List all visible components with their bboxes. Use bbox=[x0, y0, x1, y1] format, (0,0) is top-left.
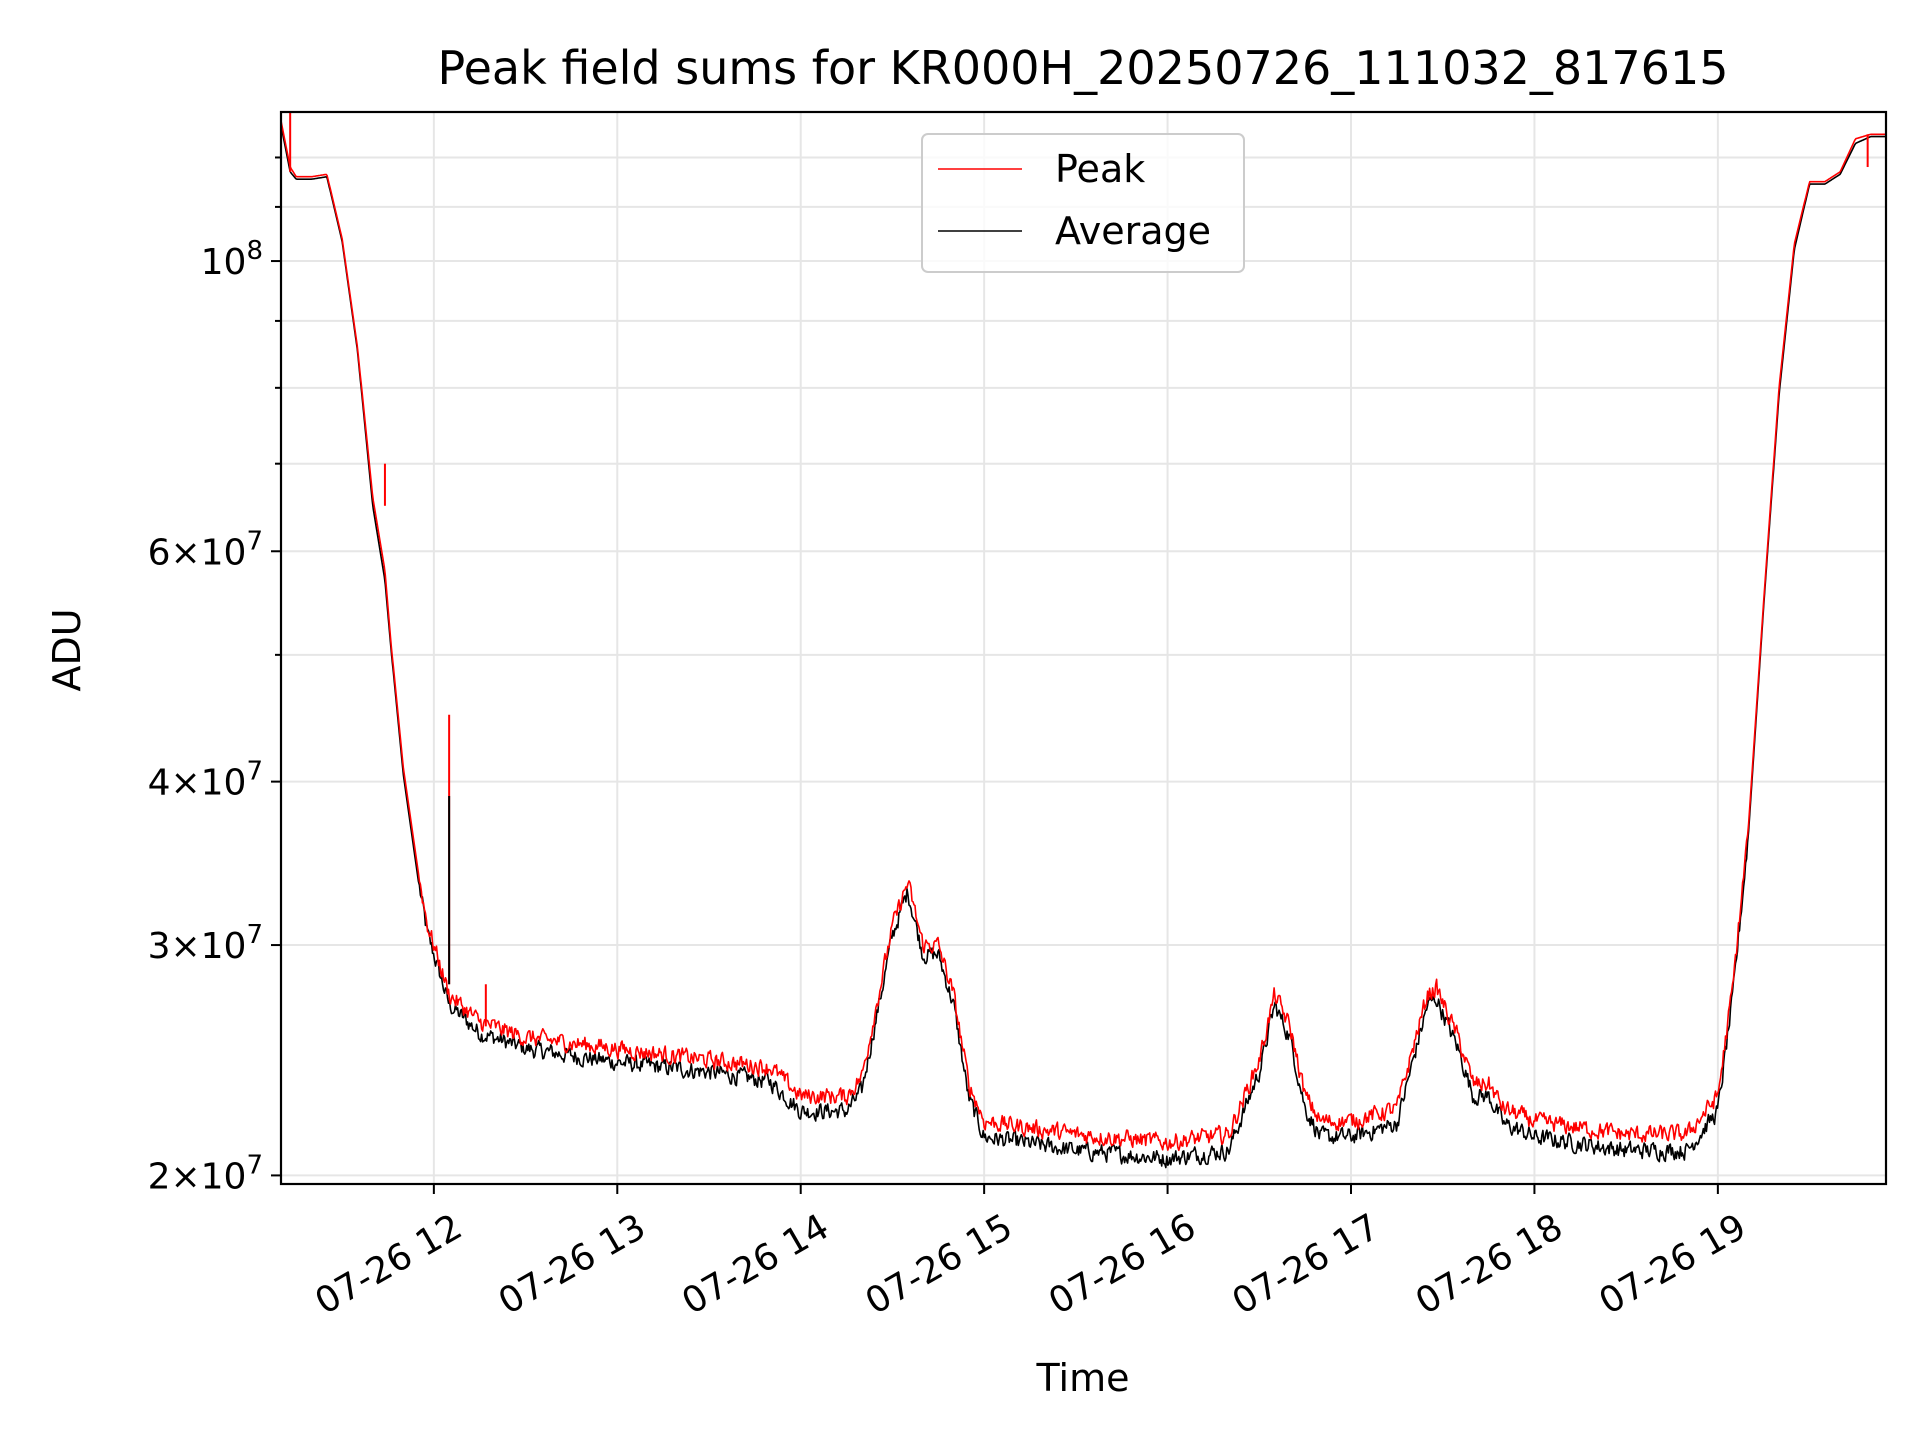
noise-spikes bbox=[289, 112, 1869, 1027]
plot-area-frame bbox=[279, 110, 1888, 1186]
y-tick-label: 2×107 bbox=[148, 1150, 263, 1197]
series-line-peak bbox=[280, 120, 1886, 1152]
series-lines bbox=[280, 120, 1886, 1169]
y-tick-label: 108 bbox=[201, 236, 263, 283]
series-line-average bbox=[280, 125, 1886, 1169]
x-axis-label: Time bbox=[1036, 1356, 1130, 1400]
legend: Peak Average bbox=[921, 133, 1245, 273]
y-tick-label: 3×107 bbox=[148, 920, 263, 967]
chart-title: Peak field sums for KR000H_20250726_1110… bbox=[438, 41, 1729, 95]
grid-lines bbox=[281, 112, 1886, 1184]
y-axis-label: ADU bbox=[45, 608, 89, 691]
legend-average-label: Average bbox=[1055, 209, 1211, 253]
y-tick-label: 6×107 bbox=[148, 526, 263, 573]
y-tick-label: 4×107 bbox=[148, 757, 263, 804]
legend-peak-label: Peak bbox=[1055, 147, 1145, 191]
y-axis-ticks: 2×107 3×107 4×107 6×107 108 bbox=[148, 156, 281, 1197]
